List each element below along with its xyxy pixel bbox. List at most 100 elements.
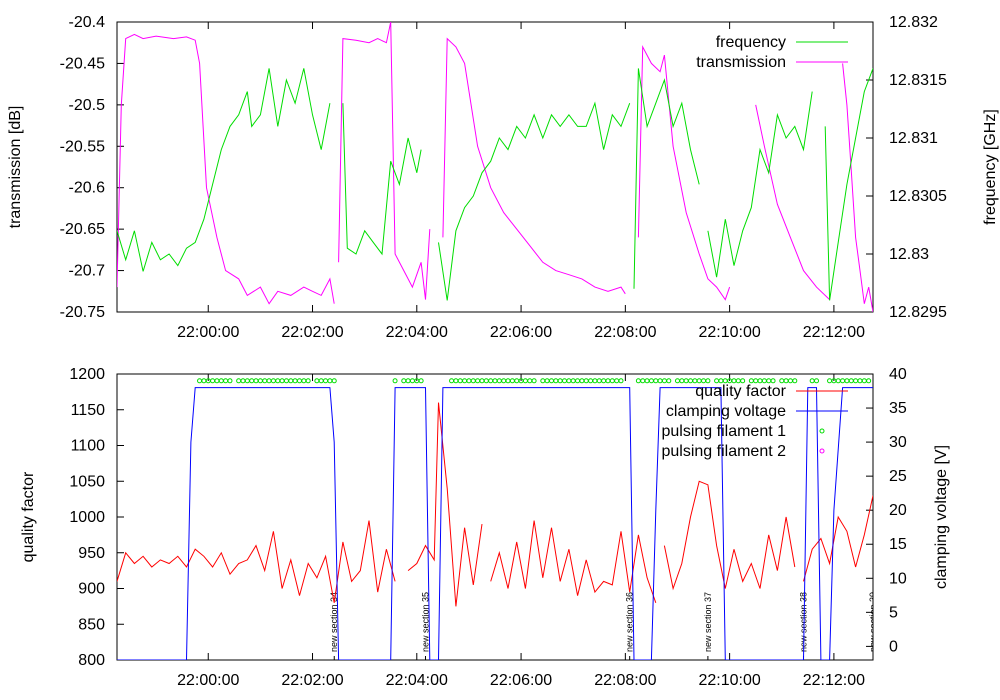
x-tick-label: 22:06:00 xyxy=(490,672,552,689)
pulsing-filament-1-point xyxy=(270,378,276,384)
transmission-line xyxy=(442,37,626,295)
pulsing-filament-1-point xyxy=(814,378,820,384)
section-annotation: new section 36 xyxy=(625,592,635,652)
x-tick-label: 22:04:00 xyxy=(386,324,448,341)
transmission-line xyxy=(637,44,731,301)
transmission-line xyxy=(117,33,335,305)
pulsing-filament-1-point xyxy=(740,378,746,384)
pulsing-filament-1-point xyxy=(653,378,659,384)
pulsing-filament-1-point xyxy=(314,378,320,384)
pulsing-filament-1-point xyxy=(566,378,572,384)
pulsing-filament-1-point xyxy=(305,378,311,384)
pulsing-filament-1-point xyxy=(283,378,289,384)
pulsing-filament-1-point xyxy=(792,378,798,384)
y2-axis-label: frequency [GHz] xyxy=(982,109,999,225)
y-tick-label: 1000 xyxy=(69,509,105,526)
pulsing-filament-1-point xyxy=(392,378,398,384)
pulsing-filament-1-point xyxy=(866,378,872,384)
legend-label: clamping voltage xyxy=(666,403,786,420)
pulsing-filament-1-point xyxy=(857,378,863,384)
pulsing-filament-1-point xyxy=(605,378,611,384)
pulsing-filament-1-point xyxy=(544,378,550,384)
quality-factor-line xyxy=(663,480,796,591)
y2-tick-label: 25 xyxy=(889,468,907,485)
pulsing-filament-1-point xyxy=(848,378,854,384)
x-tick-label: 22:00:00 xyxy=(177,324,239,341)
pulsing-filament-1-point xyxy=(218,378,224,384)
pulsing-filament-1-point xyxy=(449,378,455,384)
y-tick-label: -20.55 xyxy=(60,138,105,155)
pulsing-filament-1-point xyxy=(657,378,663,384)
y2-tick-label: 12.8295 xyxy=(889,304,947,321)
pulsing-filament-1-point xyxy=(227,378,233,384)
pulsing-filament-1-point xyxy=(266,378,272,384)
quality-factor-line xyxy=(803,495,873,582)
y-tick-label: -20.4 xyxy=(69,14,106,31)
pulsing-filament-1-point xyxy=(462,378,468,384)
y-tick-label: -20.7 xyxy=(69,263,106,280)
legend-label: transmission xyxy=(696,54,786,71)
y-tick-label: 900 xyxy=(78,581,105,598)
y-tick-label: 1050 xyxy=(69,473,105,490)
pulsing-filament-1-point xyxy=(583,378,589,384)
pulsing-filament-1-point xyxy=(331,378,337,384)
section-annotation: new section 37 xyxy=(703,592,713,652)
pulsing-filament-1-point xyxy=(609,378,615,384)
pulsing-filament-1-point xyxy=(853,378,859,384)
pulsing-filament-1-point xyxy=(531,378,537,384)
pulsing-filament-1-point xyxy=(683,378,689,384)
y-tick-label: 850 xyxy=(78,616,105,633)
pulsing-filament-1-point xyxy=(592,378,598,384)
pulsing-filament-1-point xyxy=(557,378,563,384)
pulsing-filament-1-point xyxy=(223,378,229,384)
x-tick-label: 22:02:00 xyxy=(281,672,343,689)
pulsing-filament-1-point xyxy=(596,378,602,384)
legend-label: pulsing filament 2 xyxy=(661,443,786,460)
pulsing-filament-1-point xyxy=(827,378,833,384)
pulsing-filament-1-point xyxy=(674,378,680,384)
pulsing-filament-1-point xyxy=(240,378,246,384)
x-tick-label: 22:02:00 xyxy=(281,324,343,341)
y-tick-label: -20.5 xyxy=(69,97,106,114)
frequency-line xyxy=(633,68,700,289)
legend-label: quality factor xyxy=(695,383,786,400)
pulsing-filament-1-point xyxy=(770,378,776,384)
pulsing-filament-1-point xyxy=(210,378,216,384)
pulsing-filament-1-point xyxy=(253,378,259,384)
x-tick-label: 22:08:00 xyxy=(594,672,656,689)
y-tick-label: 1100 xyxy=(71,438,106,455)
pulsing-filament-1-point xyxy=(409,378,415,384)
pulsing-filament-1-point xyxy=(488,378,494,384)
pulsing-filament-1-point xyxy=(292,378,298,384)
pulsing-filament-1-point xyxy=(548,378,554,384)
x-tick-label: 22:00:00 xyxy=(177,672,239,689)
section-annotation: new section 34 xyxy=(329,592,339,652)
y2-tick-label: 35 xyxy=(889,400,907,417)
y2-tick-label: 12.832 xyxy=(889,14,938,31)
quality-factor-voltage-panel: 22:00:00 22:02:00 22:04:00 22:06:00 22:08:00… xyxy=(20,366,950,689)
x-tick-label: 22:12:00 xyxy=(803,672,865,689)
y-tick-label: -20.65 xyxy=(60,221,105,238)
x-tick-label: 22:10:00 xyxy=(698,324,760,341)
pulsing-filament-1-point xyxy=(844,378,850,384)
pulsing-filament-1-point xyxy=(496,378,502,384)
quality-factor-line xyxy=(407,402,483,607)
pulsing-filament-1-point xyxy=(279,378,285,384)
y2-tick-label: 15 xyxy=(889,536,907,553)
pulsing-filament-1-point xyxy=(262,378,268,384)
pulsing-filament-1-point xyxy=(244,378,250,384)
legend-label: frequency xyxy=(716,34,786,51)
pulsing-filament-1-point xyxy=(840,378,846,384)
transmission-line xyxy=(338,22,431,300)
pulsing-filament-1-point xyxy=(553,378,559,384)
pulsing-filament-1-point xyxy=(648,378,654,384)
pulsing-filament-1-point xyxy=(457,378,463,384)
y-axis-label: quality factor xyxy=(20,471,37,562)
pulsing-filament-1-point xyxy=(505,378,511,384)
y2-tick-label: 0 xyxy=(889,638,898,655)
section-annotation: new section 35 xyxy=(420,592,430,652)
pulsing-filament-1-point xyxy=(809,378,815,384)
x-tick-label: 22:06:00 xyxy=(490,324,552,341)
pulsing-filament-1-point xyxy=(418,378,424,384)
legend-marker xyxy=(819,428,825,434)
